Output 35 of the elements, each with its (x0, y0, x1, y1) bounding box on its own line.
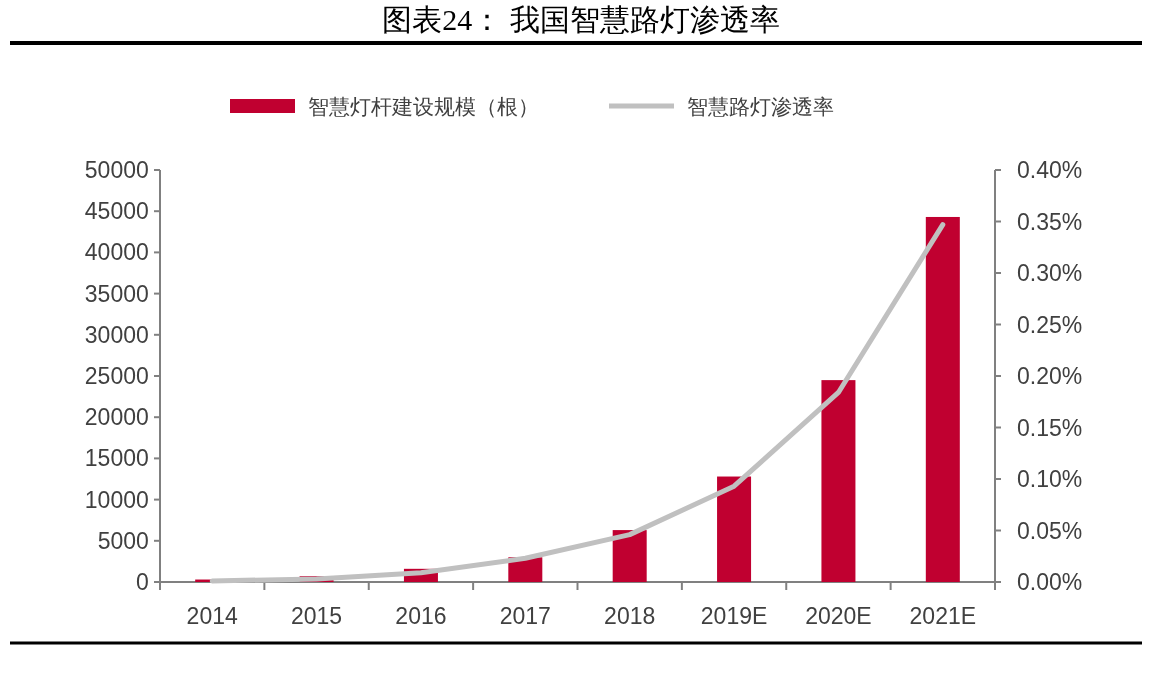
x-tick-label: 2015 (290, 603, 343, 629)
bar (717, 476, 752, 582)
bar (612, 530, 647, 582)
y-tick-label: 35000 (84, 280, 149, 307)
y-tick-label: 5000 (97, 527, 149, 554)
x-tick-label: 2017 (499, 603, 551, 629)
y2-tick-label: 0.30% (1017, 260, 1083, 286)
y2-tick-label: 0.15% (1017, 414, 1083, 441)
x-tick-label: 2020E (805, 603, 872, 629)
y-tick-label: 40000 (84, 239, 149, 266)
y2-tick-label: 0.20% (1017, 363, 1083, 389)
y2-tick-label: 0.10% (1017, 466, 1083, 492)
x-tick-label: 2021E (909, 603, 977, 629)
legend-label: 智慧灯杆建设规模（根） (308, 94, 539, 118)
x-tick-label: 2014 (186, 603, 238, 629)
y-tick-label: 0 (136, 569, 149, 595)
bar (925, 216, 960, 582)
y2-tick-label: 0.00% (1017, 569, 1083, 595)
y-tick-label: 50000 (84, 157, 149, 183)
y-tick-label: 45000 (84, 198, 149, 225)
y2-tick-label: 0.25% (1017, 311, 1083, 338)
y-tick-label: 25000 (84, 363, 149, 389)
y-tick-label: 30000 (84, 321, 149, 348)
x-tick-label: 2016 (395, 603, 447, 629)
bar (821, 380, 856, 582)
y2-tick-label: 0.35% (1017, 208, 1083, 235)
x-tick-label: 2019E (700, 603, 768, 629)
y2-tick-label: 0.40% (1017, 157, 1083, 183)
y-tick-label: 20000 (84, 404, 149, 431)
legend-label: 智慧路灯渗透率 (687, 94, 834, 118)
x-tick-label: 2018 (604, 603, 656, 629)
y-tick-label: 15000 (84, 445, 149, 472)
y2-tick-label: 0.05% (1017, 517, 1083, 544)
chart-title: 图表24： 我国智慧路灯渗透率 (382, 3, 780, 36)
y-tick-label: 10000 (84, 486, 149, 513)
